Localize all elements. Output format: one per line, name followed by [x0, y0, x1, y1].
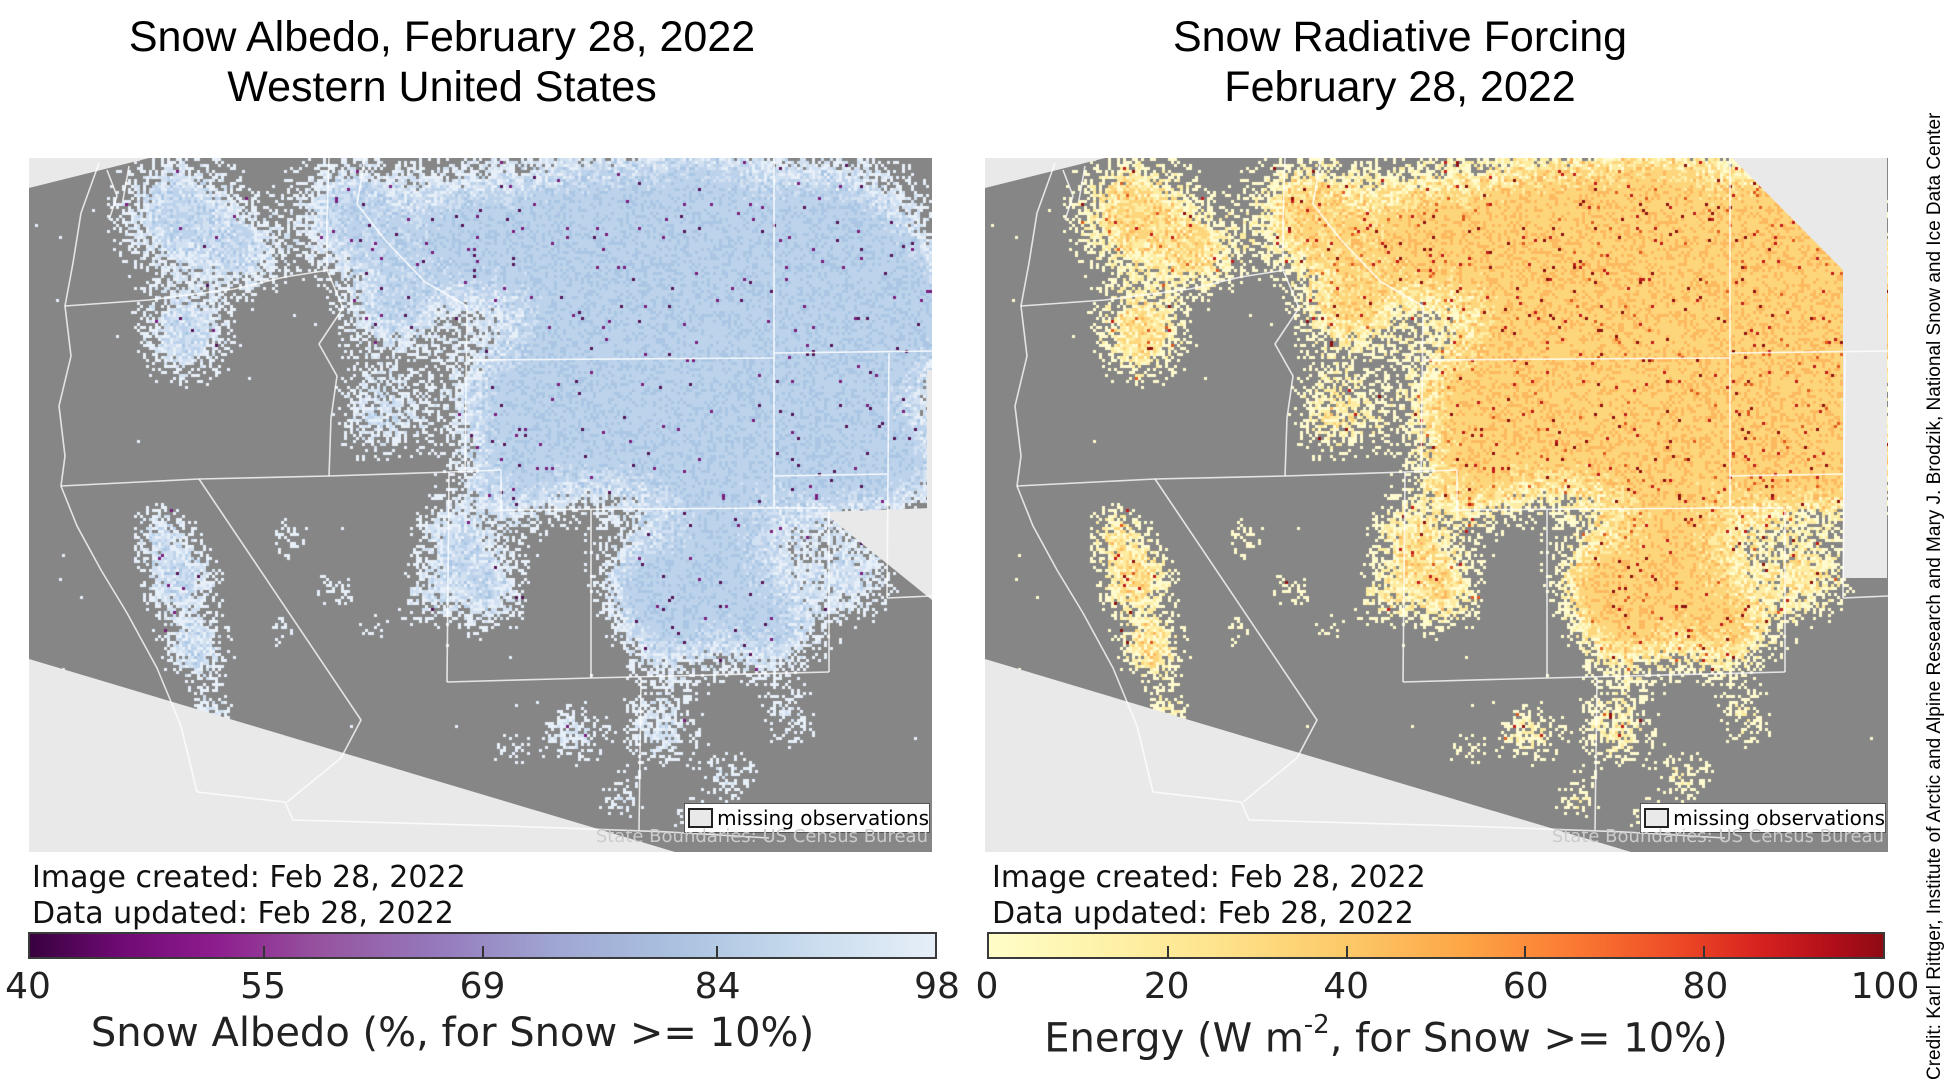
state-boundary-line	[886, 595, 932, 599]
state-boundary-line	[638, 677, 642, 831]
right-map-title: Snow Radiative Forcing February 28, 2022	[958, 12, 1842, 112]
data-updated-text: Data updated: Feb 28, 2022	[32, 896, 454, 931]
colorbar-tick-label-84: 84	[694, 966, 741, 1007]
state-boundary-line	[1420, 305, 1424, 477]
state-boundary-line	[1424, 357, 1731, 361]
missing-data-swatch-icon	[688, 808, 714, 828]
state-boundary-line	[1729, 473, 1844, 477]
colorbar-tick-label-100: 100	[1850, 966, 1920, 1007]
missing-observations-region	[927, 370, 932, 510]
state-boundary-line	[1594, 677, 1598, 831]
snow-radiative-forcing-map: missing observations State Boundaries: U…	[985, 158, 1888, 852]
image-created-text: Image created: Feb 28, 2022	[32, 860, 466, 895]
state-boundary-line	[498, 507, 829, 511]
energy-colorbar	[987, 932, 1885, 959]
state-boundary-line	[1842, 352, 1846, 599]
missing-observations-label: missing observations	[1673, 806, 1885, 830]
state-boundary-line	[446, 671, 830, 683]
missing-observations-legend: missing observations	[684, 803, 930, 833]
colorbar-tickmark	[1166, 946, 1169, 957]
state-boundary-line	[448, 469, 502, 510]
state-boundary-line	[198, 478, 362, 803]
state-boundary-line	[1402, 671, 1786, 683]
state-boundary-line	[1154, 478, 1318, 803]
state-boundary-line	[1016, 471, 1406, 487]
colorbar-tick-label-98: 98	[914, 966, 960, 1007]
missing-data-swatch-icon	[1644, 808, 1670, 828]
energy-colorbar-ticks: 0 20 40 60 80 100	[976, 966, 1920, 1008]
state-boundary-line	[318, 158, 344, 477]
colorbar-tick-label-60: 60	[1502, 966, 1549, 1007]
colorbar-tick-label-55: 55	[240, 966, 286, 1007]
state-boundary-line	[1402, 471, 1406, 683]
albedo-axis-label: Snow Albedo (%, for Snow >= 10%)	[90, 1010, 815, 1056]
colorbar-tick-label-20: 20	[1143, 966, 1190, 1007]
state-boundary-line	[1312, 158, 1424, 307]
missing-observations-label: missing observations	[717, 806, 929, 830]
state-boundaries-note: State Boundaries: US Census Bureau	[595, 826, 928, 847]
missing-observations-legend: missing observations	[1640, 803, 1886, 833]
state-boundary-line	[1454, 507, 1785, 511]
missing-observations-region	[29, 158, 149, 188]
state-boundary-line	[1729, 350, 1888, 354]
right-title-line2: February 28, 2022	[1224, 63, 1576, 111]
colorbar-tickmark	[715, 946, 718, 957]
state-boundary-line	[1152, 791, 1726, 839]
left-map-overlay	[29, 158, 932, 852]
state-boundary-line	[1020, 269, 1286, 307]
snow-albedo-map: missing observations State Boundaries: U…	[29, 158, 932, 852]
state-boundary-line	[1404, 469, 1458, 510]
state-boundary-line	[464, 305, 468, 477]
state-boundary-line	[468, 357, 775, 361]
state-boundary-line	[1842, 595, 1888, 599]
state-boundary-line	[1062, 169, 1074, 221]
state-boundary-line	[106, 169, 118, 221]
albedo-colorbar	[28, 932, 937, 959]
left-title-line1: Snow Albedo, February 28, 2022	[128, 13, 756, 61]
image-created-text: Image created: Feb 28, 2022	[992, 860, 1426, 895]
colorbar-tickmark	[1345, 946, 1348, 957]
right-map-caption: Image created: Feb 28, 2022 Data updated…	[992, 860, 1426, 932]
state-boundary-line	[1078, 165, 1086, 201]
albedo-colorbar-ticks: 40 55 69 84 98	[5, 966, 960, 1008]
data-updated-text: Data updated: Feb 28, 2022	[992, 896, 1414, 931]
colorbar-tick-label-80: 80	[1682, 966, 1729, 1007]
missing-observations-region	[1732, 158, 1887, 578]
state-boundary-line	[196, 791, 770, 839]
colorbar-tickmark	[263, 946, 266, 957]
missing-observations-region	[985, 659, 1631, 852]
left-map-caption: Image created: Feb 28, 2022 Data updated…	[32, 860, 466, 932]
missing-observations-region	[29, 659, 675, 852]
state-boundary-line	[1014, 162, 1154, 793]
colorbar-tickmark	[1703, 946, 1706, 957]
state-boundary-line	[886, 352, 890, 599]
state-boundary-line	[773, 473, 888, 477]
right-title-line1: Snow Radiative Forcing	[1172, 13, 1628, 61]
state-boundaries-note: State Boundaries: US Census Bureau	[1551, 826, 1884, 847]
state-boundary-line	[446, 471, 450, 683]
right-map-overlay	[985, 158, 1888, 852]
state-boundary-line	[64, 269, 330, 307]
state-boundary-line	[122, 165, 130, 201]
colorbar-tickmark	[481, 946, 484, 957]
missing-observations-region	[823, 508, 932, 600]
state-boundary-line	[1274, 158, 1300, 477]
colorbar-tick-label-40: 40	[5, 966, 51, 1007]
energy-axis-label: Energy (W m-2, for Snow >= 10%)	[1044, 1010, 1728, 1062]
missing-observations-region	[985, 158, 1105, 188]
state-boundary-line	[356, 158, 468, 307]
state-boundary-line	[60, 471, 450, 487]
left-map-title: Snow Albedo, February 28, 2022 Western U…	[0, 12, 884, 112]
state-boundary-line	[58, 162, 198, 793]
left-title-line2: Western United States	[227, 63, 657, 111]
colorbar-tickmark	[1524, 946, 1527, 957]
colorbar-tick-label-0: 0	[975, 966, 999, 1007]
credit-text: Credit: Karl Rittger, Institute of Arcti…	[1924, 112, 1945, 1080]
colorbar-tick-label-69: 69	[459, 966, 506, 1007]
colorbar-tick-label-40: 40	[1323, 966, 1370, 1007]
state-boundary-line	[773, 350, 932, 354]
